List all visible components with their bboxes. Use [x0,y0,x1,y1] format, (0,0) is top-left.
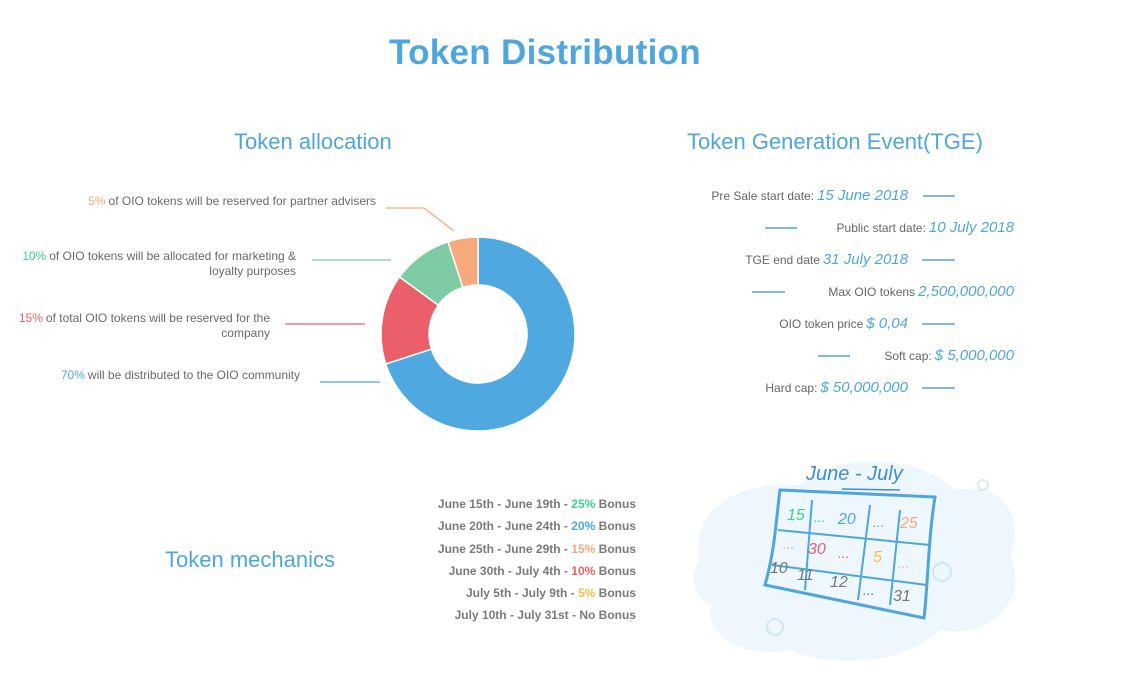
alloc-text-advisers: of OIO tokens will be reserved for partn… [108,194,376,208]
calendar-cell-5: 5 [873,549,882,566]
bonus-row-1: June 15th - June 19th - 25% Bonus [438,497,636,511]
token-allocation-title: Token allocation [234,129,392,154]
donut-slice-company [380,275,440,365]
tge-row-max-tokens: Max OIO tokens 2,500,000,000 [828,283,1014,301]
calendar-cell-10: 10 [770,560,788,577]
alloc-label-advisers: 5% of OIO tokens will be reserved for par… [76,194,376,209]
bonus-value-2: 20% [571,519,596,533]
bonus-period-3: June 25th - June 29th - [437,542,568,556]
alloc-label-company: 15% of total OIO tokens will be reserved … [0,311,270,341]
bonus-suffix-6: No Bonus [579,608,636,622]
bonus-value-3: 15% [571,542,596,556]
calendar-cell-11: 11 [797,567,814,584]
tge-label-tge-end: TGE end date [745,253,820,267]
calendar-cell-20: 20 [837,511,856,528]
tge-row-presale: Pre Sale start date: 15 June 2018 [711,187,908,205]
connector-line-advisers-diag [423,207,455,232]
tge-row-hard-cap: Hard cap: $ 50,000,000 [765,379,908,397]
alloc-pct-company: 15% [18,311,43,325]
calendar-cell-12: 12 [830,574,848,591]
bonus-suffix-4: Bonus [598,564,636,578]
donut-slice-partner-advisers [447,236,479,289]
calendar-cell-25: 25 [899,515,918,532]
tge-value-tge-end: 31 July 2018 [822,251,908,268]
alloc-pct-marketing: 10% [22,249,47,263]
tge-label-public: Public start date: [836,221,926,235]
calendar-cloud [693,461,1016,661]
bonus-value-4: 10% [571,564,596,578]
bonus-row-5: July 5th - July 9th - 5% Bonus [466,586,636,600]
tge-value-soft-cap: $ 5,000,000 [934,347,1014,364]
tge-label-presale: Pre Sale start date: [711,189,815,203]
tge-row-tge-end: TGE end date 31 July 2018 [745,251,908,269]
bonus-row-2: June 20th - June 24th - 20% Bonus [438,519,636,533]
calendar-cell-dots-4: ... [838,545,850,561]
calendar-cell-31: 31 [893,588,911,605]
calendar-cell-dots-2: ... [873,514,885,530]
alloc-text-company: of total OIO tokens will be reserved for… [45,311,270,340]
tge-value-token-price: $ 0,04 [866,315,908,332]
tge-value-presale: 15 June 2018 [817,187,908,204]
tge-label-max-tokens: Max OIO tokens [828,285,916,299]
bonus-row-4: June 30th - July 4th - 10% Bonus [449,564,636,578]
tge-label-token-price: OIO token price [779,317,864,331]
bonus-row-6: July 10th - July 31st - No Bonus [455,608,636,622]
bonus-period-1: June 15th - June 19th - [437,497,568,511]
calendar-cell-30: 30 [808,541,826,558]
token-mechanics-title: Token mechanics [165,547,335,572]
tge-value-public: 10 July 2018 [928,219,1014,236]
tge-value-max-tokens: 2,500,000,000 [918,283,1014,300]
alloc-pct-advisers: 5% [88,194,106,208]
page-title: Token Distribution [389,33,701,72]
alloc-text-community: will be distributed to the OIO community [87,368,300,382]
bonus-suffix-1: Bonus [598,497,636,511]
alloc-label-community: 70% will be distributed to the OIO commun… [0,368,300,383]
bonus-suffix-5: Bonus [598,586,636,600]
calendar-cell-dots-6: ... [863,582,875,598]
tge-row-token-price: OIO token price $ 0,04 [779,315,908,333]
calendar-cell-dots-1: ... [814,509,826,525]
tge-label-soft-cap: Soft cap: [884,349,932,363]
tge-label-hard-cap: Hard cap: [765,381,818,395]
bonus-period-5: July 5th - July 9th - [465,586,575,600]
bonus-period-4: June 30th - July 4th - [448,564,568,578]
alloc-text-marketing: of OIO tokens will be allocated for mark… [49,249,296,278]
calendar-cell-15: 15 [787,507,805,524]
calendar-frame [763,488,937,620]
alloc-label-marketing: 10% of OIO tokens will be allocated for m… [0,249,296,279]
bonus-period-6: July 10th - July 31st - [454,608,576,622]
bonus-value-5: 5% [577,586,596,600]
calendar-cell-dots-5: ... [898,555,910,571]
alloc-pct-community: 70% [60,368,85,382]
bonus-suffix-3: Bonus [598,542,636,556]
calendar-heading: June - July [805,463,904,485]
bonus-period-2: June 20th - June 24th - [437,519,568,533]
calendar-illustration: June - July 15 ... 20 ... 25 ... 30 ... … [693,461,1016,661]
tge-row-soft-cap: Soft cap: $ 5,000,000 [884,347,1014,365]
bonus-row-3: June 25th - June 29th - 15% Bonus [438,542,636,556]
bonus-suffix-2: Bonus [598,519,636,533]
tge-title: Token Generation Event(TGE) [687,129,983,154]
bonus-value-1: 25% [571,497,596,511]
tge-row-public: Public start date: 10 July 2018 [837,219,1014,237]
donut-slice-oio-community [384,236,576,432]
tge-value-hard-cap: $ 50,000,000 [820,379,908,396]
donut-slice-marketing-loyalty [398,240,464,307]
calendar-cell-dots-3: ... [783,536,795,552]
